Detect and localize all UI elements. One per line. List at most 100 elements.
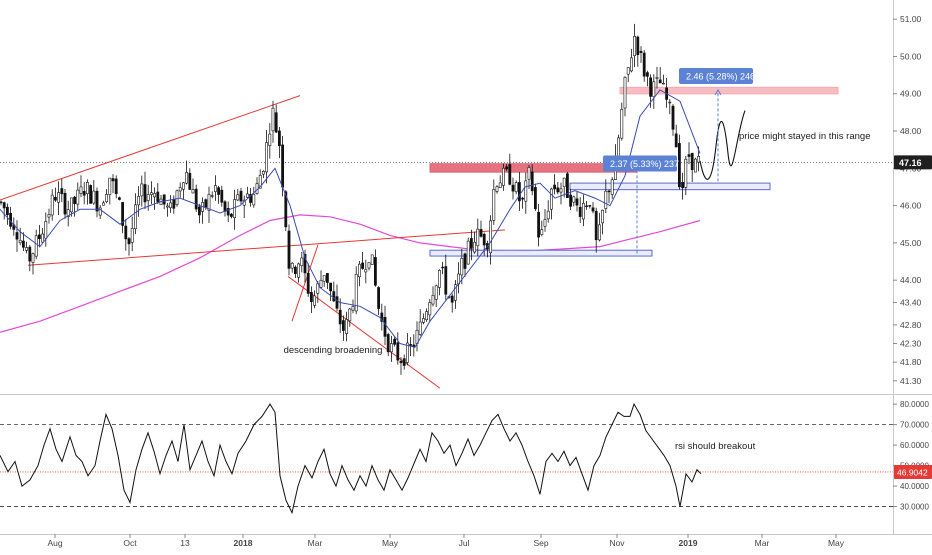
measure-label-bg bbox=[679, 68, 753, 85]
candle-body bbox=[533, 187, 537, 210]
candle-body bbox=[572, 196, 576, 203]
time-tick-label: Oct bbox=[123, 538, 137, 548]
candle-body bbox=[300, 257, 304, 266]
candle-body bbox=[508, 164, 512, 185]
candle-body bbox=[495, 186, 499, 192]
trendline bbox=[0, 95, 301, 201]
candle-body bbox=[70, 197, 73, 213]
candle-body bbox=[143, 184, 147, 203]
candle-body bbox=[677, 143, 681, 188]
current-price-label: 47.16 bbox=[899, 158, 922, 168]
candle-body bbox=[44, 221, 48, 239]
time-tick-label: 2019 bbox=[679, 538, 698, 548]
candle-body bbox=[697, 156, 701, 163]
measure-tools: 2.46 (5.28%) 246 2.37 (5.33%) 237 bbox=[603, 68, 755, 254]
candle-body bbox=[383, 317, 387, 337]
candle-body bbox=[182, 182, 185, 190]
candle-body bbox=[236, 194, 240, 201]
candle-body bbox=[604, 190, 608, 209]
rsi-value-tag bbox=[894, 464, 932, 479]
trendline bbox=[287, 276, 441, 389]
candle-body bbox=[86, 182, 89, 195]
time-tick-label: Mar bbox=[755, 538, 770, 548]
candle-body bbox=[607, 190, 611, 193]
candle-body bbox=[693, 158, 697, 173]
rsi-annotation-label: rsi should breakout bbox=[675, 441, 756, 452]
candle-body bbox=[188, 172, 192, 190]
candle-body bbox=[28, 246, 32, 262]
candle-body bbox=[226, 208, 230, 216]
candle-body bbox=[25, 247, 29, 251]
candle-body bbox=[335, 296, 339, 309]
trendline bbox=[27, 229, 506, 266]
candle-body bbox=[476, 228, 480, 247]
candle-body bbox=[588, 205, 592, 207]
candle-body bbox=[348, 308, 352, 322]
candle-body bbox=[207, 193, 211, 211]
measure-label-bg bbox=[603, 155, 677, 172]
candle-body bbox=[354, 274, 358, 312]
candle-body bbox=[460, 258, 464, 276]
candle-body bbox=[252, 193, 256, 206]
zone-support-blue-mid bbox=[429, 249, 653, 257]
candle-body bbox=[57, 192, 61, 203]
grid-layer bbox=[0, 0, 932, 535]
candle-body bbox=[498, 182, 502, 188]
candle-body bbox=[82, 191, 86, 196]
candle-body bbox=[185, 172, 189, 184]
candle-body bbox=[118, 197, 121, 200]
time-tick-label: May bbox=[382, 538, 399, 548]
trendline bbox=[291, 244, 319, 322]
time-tick-label: 13 bbox=[180, 538, 190, 548]
measure-label: 2.46 (5.28%) 246 bbox=[686, 72, 755, 82]
price-tick-label: 45.00 bbox=[900, 238, 922, 248]
candle-body bbox=[34, 235, 38, 257]
candle-body bbox=[434, 285, 438, 300]
candle-body bbox=[322, 275, 326, 282]
candle-body bbox=[517, 182, 521, 202]
candle-body bbox=[425, 311, 429, 321]
candle-body bbox=[121, 202, 125, 226]
candle-body bbox=[239, 190, 243, 202]
candle-body bbox=[364, 269, 368, 273]
candle-body bbox=[281, 144, 285, 188]
candle-body bbox=[623, 76, 627, 109]
candle-body bbox=[450, 295, 454, 303]
candle-body bbox=[418, 321, 422, 335]
candle-body bbox=[405, 342, 409, 363]
time-tick-label: Jul bbox=[459, 538, 470, 548]
candle-body bbox=[146, 194, 150, 201]
candle-body bbox=[690, 152, 694, 171]
candle-body bbox=[581, 203, 585, 220]
candle-body bbox=[492, 189, 496, 221]
candle-body bbox=[313, 295, 317, 306]
candle-body bbox=[268, 133, 272, 146]
candle-body bbox=[565, 173, 569, 198]
candle-body bbox=[66, 209, 70, 218]
candle-body bbox=[629, 57, 633, 72]
candle-body bbox=[591, 207, 595, 212]
candle-body bbox=[601, 209, 605, 224]
candle-body bbox=[297, 263, 301, 278]
candle-body bbox=[543, 219, 547, 227]
slow-moving-average bbox=[0, 214, 701, 333]
candle-body bbox=[76, 189, 80, 205]
candle-body bbox=[306, 272, 310, 294]
rsi-tick-label: 70.0000 bbox=[900, 421, 929, 430]
candle-body bbox=[645, 72, 649, 77]
candle-body bbox=[409, 344, 413, 346]
candle-body bbox=[361, 262, 365, 269]
candle-body bbox=[0, 201, 3, 204]
candle-body bbox=[633, 36, 637, 56]
price-tick-label: 41.80 bbox=[900, 357, 922, 367]
candle-body bbox=[367, 262, 371, 269]
candle-body bbox=[626, 67, 630, 75]
candle-body bbox=[309, 292, 313, 302]
rsi-value-label: 46.9042 bbox=[897, 467, 928, 477]
candle-body bbox=[658, 79, 662, 84]
candle-body bbox=[15, 232, 19, 240]
candle-body bbox=[482, 233, 486, 246]
candle-body bbox=[639, 50, 643, 53]
candle-body bbox=[153, 193, 157, 198]
